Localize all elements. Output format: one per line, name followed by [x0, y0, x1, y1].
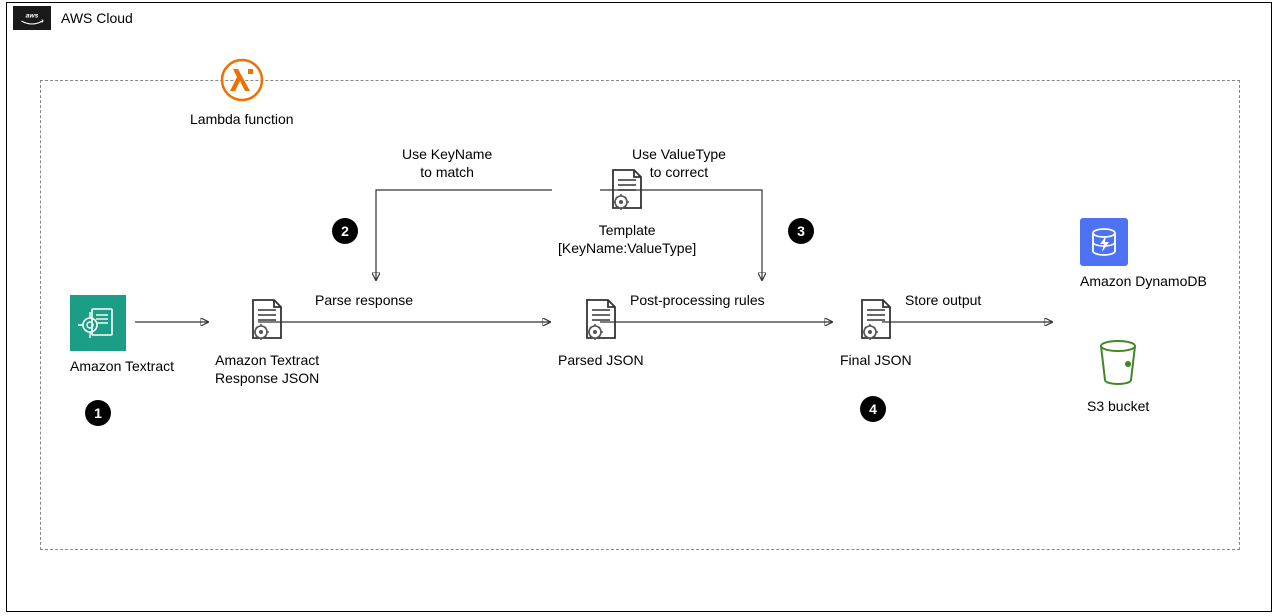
- document-icon: [250, 298, 284, 340]
- template-label-1: Template: [558, 221, 696, 239]
- edge-val-l1: Use ValueType: [632, 145, 726, 163]
- lambda-node: Lambda function: [190, 58, 294, 127]
- edge-val-label: Use ValueType to correct: [632, 145, 726, 181]
- dynamodb-icon: [1080, 218, 1128, 266]
- s3-node: S3 bucket: [1087, 338, 1149, 415]
- dynamo-node: Amazon DynamoDB: [1080, 218, 1207, 290]
- s3-bucket-icon: [1096, 338, 1140, 386]
- parsed-label: Parsed JSON: [558, 351, 644, 369]
- final-label: Final JSON: [840, 351, 912, 369]
- edge-val-l2: to correct: [632, 163, 726, 181]
- step-1-badge: 1: [85, 400, 111, 426]
- step-4-badge: 4: [860, 396, 886, 422]
- document-icon: [859, 298, 893, 340]
- aws-logo-icon: aws: [13, 6, 51, 30]
- lambda-label: Lambda function: [190, 111, 294, 127]
- textract-node: Amazon Textract: [70, 295, 174, 375]
- template-node: Template [KeyName:ValueType]: [558, 168, 696, 257]
- response-label-2: Response JSON: [215, 369, 319, 387]
- lambda-icon: [220, 58, 264, 102]
- textract-label: Amazon Textract: [70, 357, 174, 375]
- edge-parse-label: Parse response: [315, 291, 413, 309]
- s3-label: S3 bucket: [1087, 397, 1149, 415]
- aws-cloud-title: AWS Cloud: [61, 10, 133, 26]
- aws-cloud-badge: aws AWS Cloud: [13, 6, 133, 30]
- edge-store-label: Store output: [905, 291, 981, 309]
- final-node: Final JSON: [840, 298, 912, 369]
- response-node: Amazon Textract Response JSON: [215, 298, 319, 387]
- document-icon: [584, 298, 618, 340]
- template-label-2: [KeyName:ValueType]: [558, 239, 696, 257]
- textract-icon: [70, 295, 126, 351]
- step-2-badge: 2: [332, 218, 358, 244]
- response-label-1: Amazon Textract: [215, 351, 319, 369]
- dynamo-label: Amazon DynamoDB: [1080, 272, 1207, 290]
- edge-post-label: Post-processing rules: [630, 291, 765, 309]
- edge-key-label: Use KeyName to match: [402, 145, 492, 181]
- svg-text:aws: aws: [26, 12, 39, 19]
- edge-key-l1: Use KeyName: [402, 145, 492, 163]
- step-3-badge: 3: [788, 218, 814, 244]
- edge-key-l2: to match: [402, 163, 492, 181]
